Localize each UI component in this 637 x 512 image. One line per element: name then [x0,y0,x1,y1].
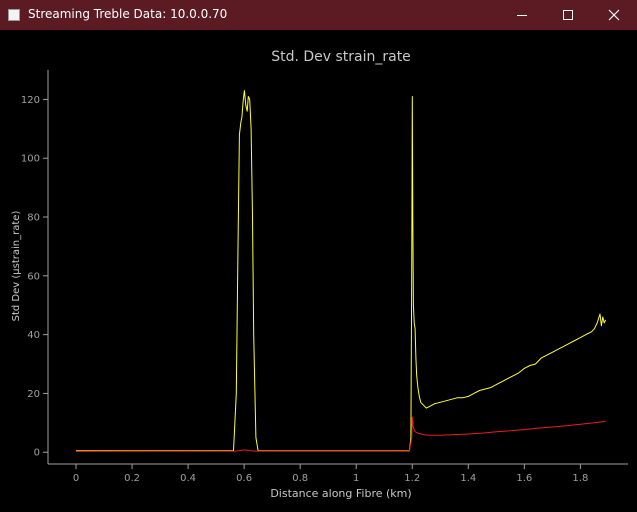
x-tick-label: 1 [353,473,359,484]
x-tick-label: 1.8 [572,473,588,484]
window-title: Streaming Treble Data: 10.0.0.70 [28,7,228,21]
x-tick-label: 0.8 [292,473,308,484]
series-line-2 [75,416,606,452]
x-tick-label: 0.2 [124,473,140,484]
y-tick-label: 20 [27,389,40,400]
x-axis-label: Distance along Fibre (km) [270,487,411,500]
chart-title: Std. Dev strain_rate [271,49,411,65]
minimize-icon [517,15,527,16]
y-tick-label: 100 [21,154,40,165]
strain-rate-chart[interactable]: Std. Dev strain_rate Distance along Fibr… [0,30,637,508]
minimize-button[interactable] [499,0,545,30]
y-tick-label: 120 [21,95,40,106]
y-tick-label: 60 [27,271,40,282]
close-icon [608,9,620,21]
y-axis-label: Std Dev (µstrain_rate) [11,211,22,322]
maximize-button[interactable] [545,0,591,30]
x-tick-label: 0 [73,473,79,484]
x-tick-label: 0.4 [180,473,196,484]
title-bar[interactable]: Streaming Treble Data: 10.0.0.70 [0,0,637,30]
series-line-1 [76,90,607,452]
maximize-icon [563,10,573,20]
data-series [75,90,607,452]
plot-area[interactable]: Std. Dev strain_rate Distance along Fibr… [0,30,637,508]
x-tick-label: 1.2 [404,473,420,484]
x-tick-label: 0.6 [236,473,252,484]
y-tick-label: 0 [34,448,40,459]
y-tick-label: 80 [27,213,40,224]
x-tick-label: 1.6 [516,473,532,484]
axis-ticks: 0 0.2 0.4 0.6 0.8 1 1.2 1.4 1.6 1.8 0 20 40 60 80 100 12… [21,95,588,484]
x-tick-label: 1.4 [460,473,476,484]
app-window-icon [8,9,20,21]
close-button[interactable] [591,0,637,30]
y-tick-label: 40 [27,330,40,341]
